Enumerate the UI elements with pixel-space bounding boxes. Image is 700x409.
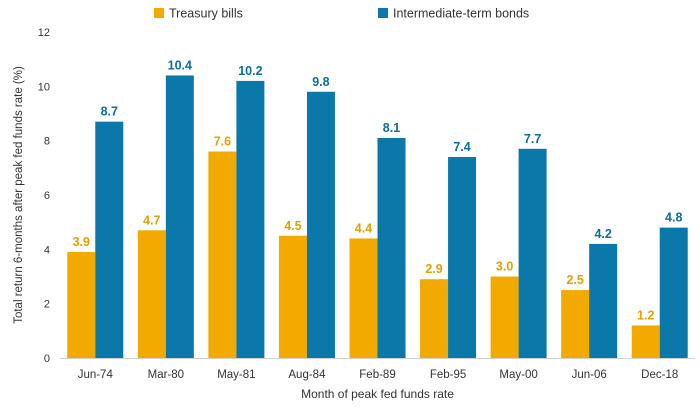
y-tick-label: 2	[44, 299, 50, 311]
treasury-bills-bar	[208, 151, 237, 358]
legend-swatch-treasury-bills	[154, 8, 164, 18]
intermediate-bonds-value-label: 8.7	[101, 105, 118, 119]
intermediate-bonds-value-label: 7.7	[524, 132, 541, 146]
treasury-bills-bar	[349, 238, 378, 358]
intermediate-bonds-bar	[589, 243, 618, 358]
x-axis-title: Month of peak fed funds rate	[301, 387, 454, 401]
bars	[67, 75, 688, 359]
intermediate-bonds-bar	[236, 80, 265, 359]
treasury-bills-bar	[137, 230, 166, 358]
y-axis-title: Total return 6-months after peak fed fun…	[13, 66, 25, 324]
legend-label-treasury-bills: Treasury bills	[169, 7, 243, 21]
y-tick-label: 6	[44, 190, 50, 202]
intermediate-bonds-bar	[518, 148, 547, 358]
intermediate-bonds-value-label: 4.8	[665, 211, 682, 225]
intermediate-bonds-value-label: 10.2	[238, 64, 262, 78]
treasury-bills-value-label: 4.4	[355, 221, 372, 235]
treasury-bills-bar	[561, 290, 590, 358]
x-axis-ticks: Jun-74 Mar-80 May-81 Aug-84 Feb-89 Feb-95 May-…	[78, 369, 679, 381]
x-tick-label: Feb-95	[430, 369, 466, 381]
x-tick-label: May-81	[217, 369, 255, 381]
treasury-bills-value-label: 3.9	[73, 235, 90, 249]
treasury-bills-value-label: 4.5	[284, 219, 301, 233]
y-tick-label: 10	[38, 81, 50, 93]
intermediate-bonds-bar	[448, 156, 477, 358]
y-tick-label: 8	[44, 136, 50, 148]
y-tick-label: 4	[44, 244, 50, 256]
treasury-bills-value-label: 2.9	[425, 262, 442, 276]
treasury-bills-value-label: 3.0	[496, 260, 513, 274]
y-tick-label: 0	[44, 353, 50, 365]
intermediate-bonds-bar	[377, 137, 406, 358]
treasury-bills-bar	[420, 279, 449, 358]
treasury-bills-value-label: 1.2	[637, 308, 654, 322]
legend-swatch-intermediate-bonds	[378, 8, 388, 18]
treasury-bills-value-label: 7.6	[214, 135, 231, 149]
x-tick-label: May-00	[499, 369, 537, 381]
legend-label-intermediate-bonds: Intermediate-term bonds	[393, 7, 529, 21]
intermediate-bonds-bar	[306, 91, 335, 359]
intermediate-bonds-value-label: 9.8	[312, 75, 329, 89]
intermediate-bonds-value-label: 4.2	[594, 227, 611, 241]
treasury-bills-bar	[490, 276, 519, 358]
x-tick-label: Aug-84	[288, 369, 326, 381]
treasury-bills-bar	[278, 235, 307, 358]
treasury-bills-value-label: 2.5	[566, 273, 583, 287]
intermediate-bonds-value-label: 8.1	[383, 121, 400, 135]
x-tick-label: Jun-74	[78, 369, 114, 381]
x-tick-label: Feb-89	[359, 369, 395, 381]
intermediate-bonds-bar	[95, 121, 124, 359]
intermediate-bonds-bar	[165, 75, 194, 358]
data-labels: 3.9 8.7 4.7 10.4 7.6 10.2 4.5 9.8 4.4 8.1 2.9 7.4 3.…	[73, 58, 683, 322]
y-axis-ticks: 0 2 4 6 8 10 12	[38, 27, 50, 365]
treasury-bills-bar	[631, 325, 660, 358]
treasury-bills-bar	[67, 252, 96, 358]
treasury-bills-value-label: 4.7	[143, 213, 160, 227]
x-tick-label: Mar-80	[148, 369, 184, 381]
x-tick-label: Dec-18	[641, 369, 678, 381]
y-tick-label: 12	[38, 27, 50, 39]
x-tick-label: Jun-06	[572, 369, 607, 381]
intermediate-bonds-value-label: 10.4	[168, 58, 192, 72]
intermediate-bonds-value-label: 7.4	[453, 140, 470, 154]
legend: Treasury bills Intermediate-term bonds	[154, 7, 529, 21]
intermediate-bonds-bar	[659, 227, 688, 358]
